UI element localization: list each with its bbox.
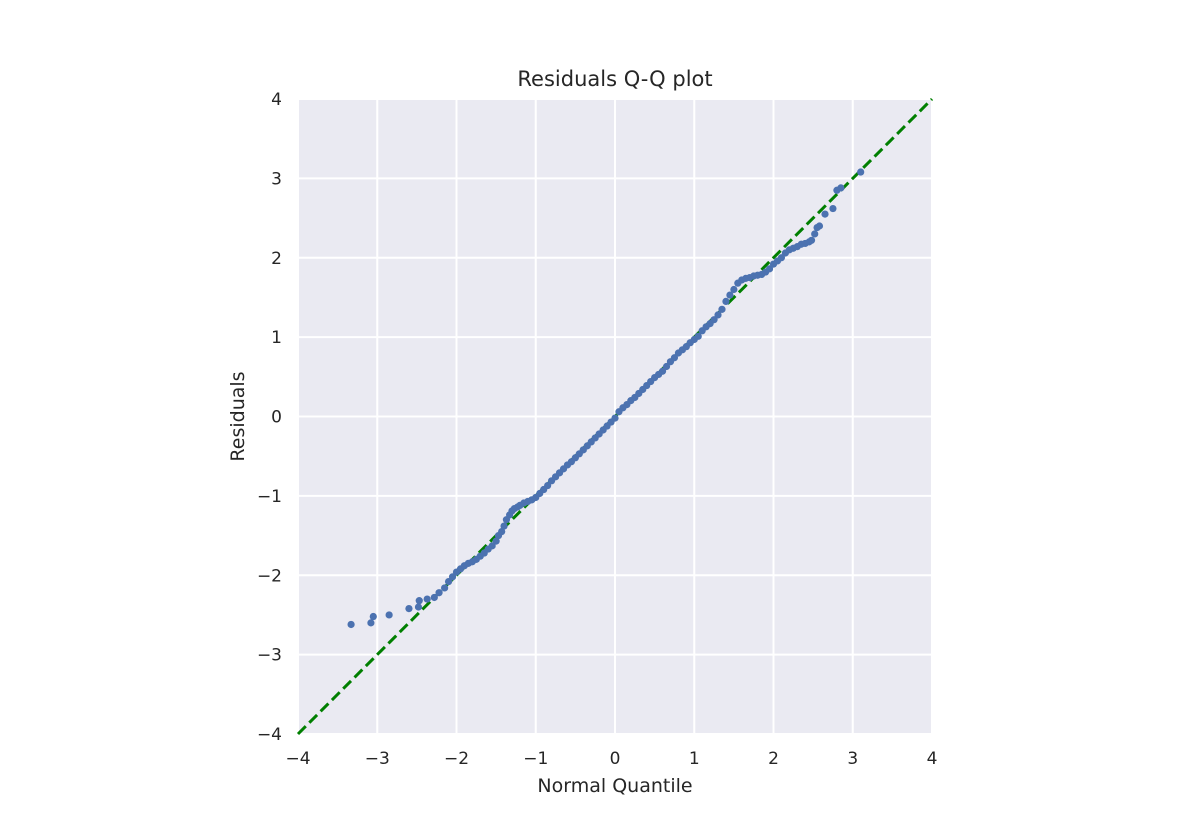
data-point — [544, 481, 552, 490]
data-point — [369, 612, 377, 621]
y-tick-label: 3 — [271, 169, 282, 189]
data-point — [694, 332, 702, 340]
x-tick-label: 4 — [927, 749, 938, 769]
data-point — [714, 311, 722, 319]
data-point — [777, 254, 786, 262]
y-tick-label: 1 — [271, 328, 282, 348]
y-axis-title: Residuals — [227, 371, 249, 461]
data-point — [435, 589, 443, 597]
data-point — [500, 522, 508, 530]
data-point — [405, 604, 413, 613]
x-tick-label: −2 — [444, 749, 469, 769]
data-point — [710, 316, 718, 324]
y-tick-label: −2 — [257, 566, 282, 586]
data-point — [807, 236, 816, 244]
y-tick-label: −1 — [257, 487, 282, 507]
chart-title: Residuals Q-Q plot — [517, 67, 712, 91]
data-point — [722, 297, 730, 306]
data-point — [367, 619, 375, 627]
data-point — [765, 265, 774, 273]
y-tick-label: 4 — [271, 90, 282, 110]
data-point — [347, 620, 355, 629]
x-tick-label: −4 — [285, 749, 310, 769]
data-point — [423, 595, 431, 603]
x-axis-title: Normal Quantile — [537, 775, 692, 797]
data-point — [658, 367, 667, 375]
data-point — [414, 603, 423, 611]
x-tick-label: −3 — [365, 749, 390, 769]
data-point — [821, 210, 829, 218]
data-point — [385, 611, 393, 619]
x-tick-labels: −4 −3 −2 −1 0 1 2 3 4 — [285, 749, 937, 769]
y-tick-label: 0 — [271, 408, 282, 428]
data-point — [857, 168, 865, 176]
y-tick-label: −4 — [257, 725, 282, 745]
x-tick-label: 1 — [689, 749, 700, 769]
data-point — [662, 362, 671, 371]
data-point — [492, 537, 500, 545]
data-point — [441, 584, 449, 592]
data-point — [415, 597, 423, 605]
data-point — [815, 222, 824, 230]
data-point — [670, 354, 679, 362]
data-point — [718, 305, 726, 313]
data-point — [448, 573, 457, 581]
data-point — [837, 184, 845, 192]
data-point — [444, 578, 453, 586]
data-point — [430, 593, 438, 602]
x-tick-label: 3 — [847, 749, 858, 769]
data-point — [811, 230, 819, 238]
y-tick-label: 2 — [271, 249, 282, 269]
data-point — [498, 527, 506, 536]
x-tick-label: 0 — [610, 749, 621, 769]
y-tick-labels: −4 −3 −2 −1 0 1 2 3 4 — [257, 90, 282, 745]
data-point — [488, 542, 496, 550]
data-point — [611, 414, 619, 422]
data-points — [347, 168, 865, 629]
data-point — [726, 291, 734, 299]
x-tick-label: 2 — [768, 749, 779, 769]
data-point — [730, 285, 738, 294]
data-point — [829, 204, 837, 213]
x-tick-label: −1 — [523, 749, 548, 769]
y-tick-label: −3 — [257, 646, 282, 666]
